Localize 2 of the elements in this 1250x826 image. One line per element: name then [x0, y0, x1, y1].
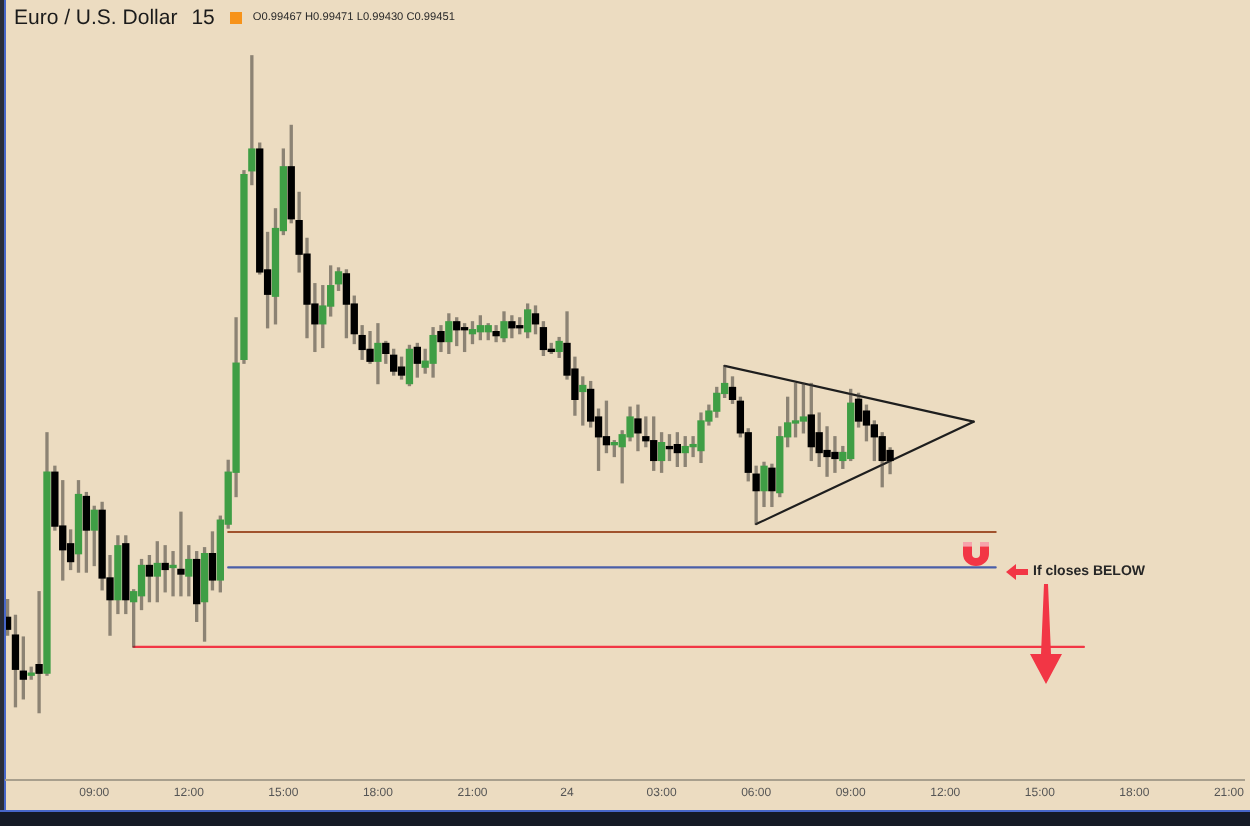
chart-subtitle: 15 — [191, 6, 215, 30]
chart-title: Euro / U.S. Dollar — [14, 6, 178, 30]
